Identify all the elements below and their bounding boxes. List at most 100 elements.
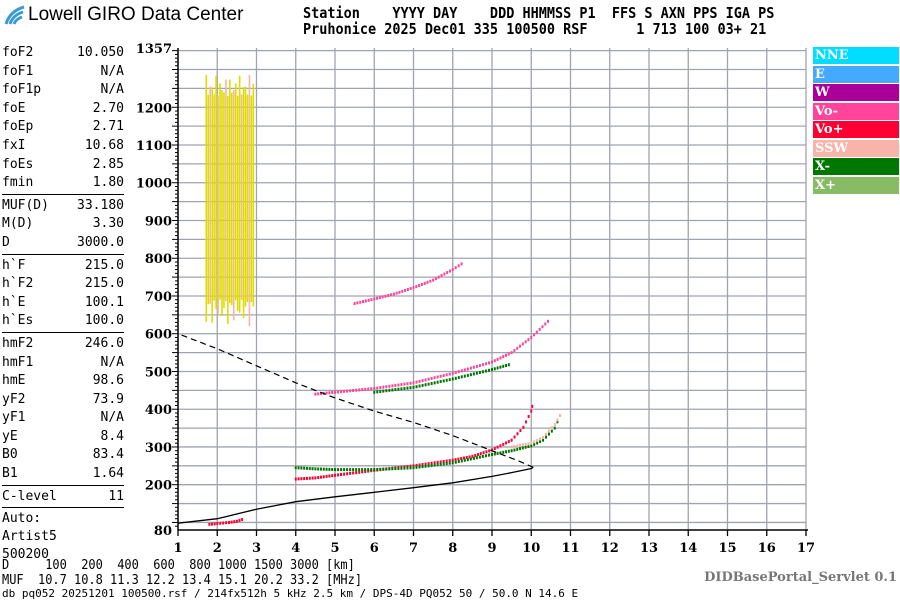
echo-point xyxy=(421,383,424,387)
param-row: fxI 10.68 xyxy=(2,137,124,156)
echo-point xyxy=(487,368,490,372)
echo-point xyxy=(424,464,427,468)
param-value: 10.68 xyxy=(84,137,124,153)
echo-point xyxy=(493,359,496,363)
separator xyxy=(2,331,124,333)
y-tick-label: 600 xyxy=(145,328,172,343)
echo-point xyxy=(352,468,355,472)
echo-point xyxy=(308,467,311,471)
param-row: hmF2 246.0 xyxy=(2,335,124,354)
echo-point xyxy=(328,391,331,395)
y-tick-label: 200 xyxy=(145,479,172,494)
echo-point xyxy=(530,444,533,448)
echo-point xyxy=(505,441,508,445)
echo-point xyxy=(421,379,424,383)
param-row: fmin 1.80 xyxy=(2,174,124,193)
echo-point xyxy=(382,389,385,393)
echo-point xyxy=(300,466,303,470)
echo-point xyxy=(454,460,457,464)
echo-point xyxy=(391,467,394,471)
es-trace xyxy=(229,79,231,304)
param-row: foE 2.70 xyxy=(2,100,124,119)
x-tick-label: 11 xyxy=(561,541,579,556)
echo-point xyxy=(533,440,536,444)
echo-point xyxy=(325,474,328,478)
echo-point xyxy=(322,467,325,471)
echo-point xyxy=(376,386,379,390)
echo-point xyxy=(507,352,510,356)
echo-point xyxy=(230,520,233,524)
echo-point xyxy=(472,365,475,369)
param-value: 10.050 xyxy=(77,45,124,60)
param-value: 1.80 xyxy=(92,175,124,191)
echo-point xyxy=(317,467,320,471)
echo-point xyxy=(340,468,343,472)
param-row: B0 83.4 xyxy=(2,446,124,465)
echo-point xyxy=(513,348,516,352)
echo-point xyxy=(378,296,381,300)
es-trace xyxy=(205,74,208,322)
separator xyxy=(2,193,124,195)
echo-point xyxy=(394,467,397,471)
echo-point xyxy=(424,378,427,382)
legend-item: Vo+ xyxy=(813,121,899,138)
echo-point xyxy=(325,391,328,395)
echo-point xyxy=(397,466,400,470)
echo-point xyxy=(436,375,439,379)
echo-point xyxy=(297,477,300,481)
echo-point xyxy=(406,382,409,386)
echo-point xyxy=(409,386,412,390)
param-row: B1 1.64 xyxy=(2,465,124,484)
echo-point xyxy=(463,374,466,378)
echo-point xyxy=(403,466,406,470)
echo-point xyxy=(491,453,493,457)
echo-point xyxy=(373,468,376,472)
echo-point xyxy=(469,366,472,370)
echo-point xyxy=(433,461,436,465)
echo-point xyxy=(346,468,349,472)
echo-point xyxy=(482,451,485,455)
param-row: foF1 N/A xyxy=(2,63,124,82)
echo-point xyxy=(446,271,449,275)
param-value: 246.0 xyxy=(84,335,124,351)
echo-point xyxy=(358,468,361,472)
echo-point xyxy=(466,458,469,462)
echo-point xyxy=(415,465,418,469)
echo-point xyxy=(476,453,479,457)
es-trace xyxy=(217,95,219,315)
echo-point xyxy=(373,386,376,390)
echo-point xyxy=(314,392,317,396)
echo-point xyxy=(370,298,373,302)
echo-point xyxy=(510,351,513,355)
echo-point xyxy=(412,381,415,385)
echo-point xyxy=(211,522,214,526)
echo-point xyxy=(440,274,443,278)
echo-point xyxy=(454,376,457,380)
echo-point xyxy=(370,468,373,472)
echo-point xyxy=(238,518,241,522)
echo-point xyxy=(469,373,472,377)
echo-point xyxy=(541,325,544,329)
echo-point xyxy=(361,388,364,392)
echo-point xyxy=(553,426,556,430)
echo-point xyxy=(527,445,530,449)
echo-point xyxy=(521,342,524,346)
echo-point xyxy=(421,463,424,467)
x-tick-label: 17 xyxy=(797,541,815,556)
y-tick-label: 500 xyxy=(145,365,172,380)
echo-point xyxy=(516,346,519,350)
echo-point xyxy=(391,388,394,392)
echo-point xyxy=(364,299,367,303)
echo-point xyxy=(322,475,325,479)
echo-point xyxy=(521,443,524,447)
es-trace xyxy=(211,87,213,323)
echo-point xyxy=(400,387,403,391)
es-trace xyxy=(240,94,243,300)
echo-point xyxy=(445,378,448,382)
echo-point xyxy=(465,455,468,459)
echo-point xyxy=(442,379,445,383)
echo-point xyxy=(472,372,475,376)
param-name: h`Es xyxy=(2,313,34,329)
echo-point xyxy=(502,450,505,454)
echo-point xyxy=(233,520,236,524)
